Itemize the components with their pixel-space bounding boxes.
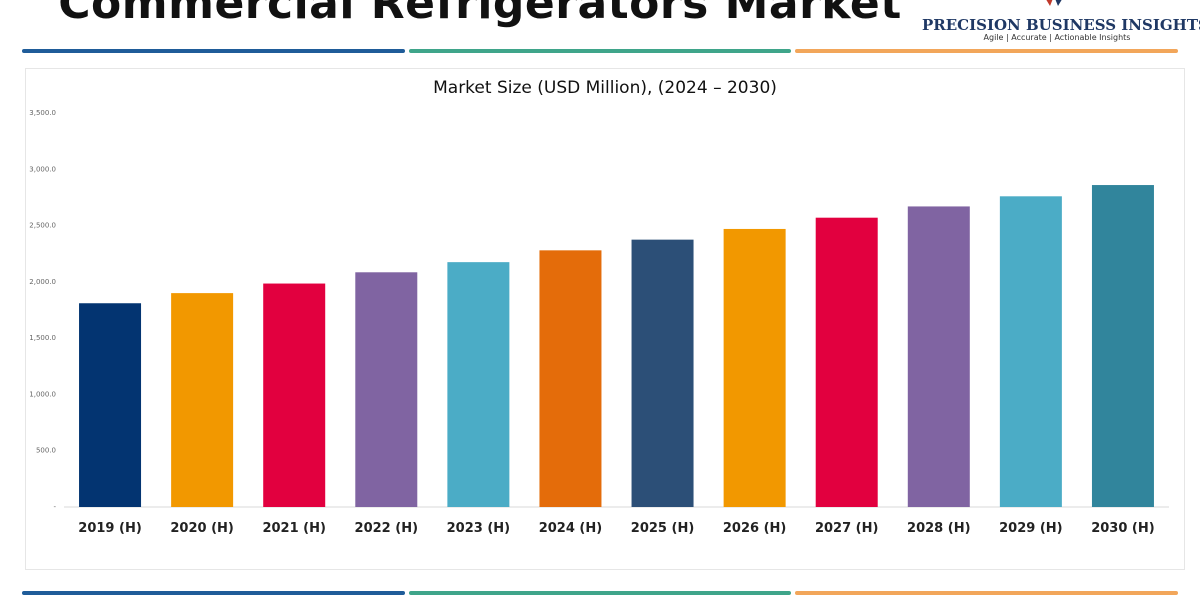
bar-2025 [631, 239, 694, 507]
logo-name: PRECISION BUSINESS INSIGHTS [922, 16, 1200, 34]
company-logo: PRECISION BUSINESS INSIGHTS Agile | Accu… [922, 0, 1200, 48]
x-tick-label: 2026 (H) [723, 521, 786, 536]
bottom-divider-stripe [20, 591, 1180, 595]
bar-2027 [815, 217, 878, 508]
bar-2030 [1091, 185, 1154, 507]
bar-2029 [999, 196, 1062, 507]
page-title: Commercial Refrigerators Market [58, 0, 902, 29]
bar-2021 [263, 283, 326, 507]
y-tick-label: 3,500.0 [29, 109, 56, 117]
x-tick-label: 2025 (H) [631, 521, 694, 536]
stripe-segment-blue [22, 49, 405, 53]
top-divider-stripe [20, 49, 1180, 53]
logo-tagline: Agile | Accurate | Actionable Insights [983, 33, 1131, 42]
bar-chart: - 500.0 1,000.0 1,500.0 2,000.0 2,500.0 3,000.… [29, 109, 1169, 536]
stripe-segment-blue [22, 591, 405, 595]
bar-2019 [79, 303, 142, 507]
stripe-segment-orange [795, 49, 1179, 53]
logo-emblem-icon [1046, 0, 1062, 6]
stripe-segment-green [408, 49, 792, 53]
y-tick-label: 1,000.0 [29, 390, 56, 398]
y-tick-label: 1,500.0 [29, 334, 56, 342]
bar-2023 [447, 262, 510, 507]
x-tick-label: 2023 (H) [447, 521, 510, 536]
x-tick-label: 2024 (H) [539, 521, 602, 536]
x-tick-label: 2029 (H) [999, 521, 1062, 536]
x-tick-label: 2021 (H) [262, 521, 325, 536]
stripe-segment-orange [795, 591, 1179, 595]
chart-panel: Market Size (USD Million), (2024 – 2030)… [25, 68, 1185, 570]
y-tick-label: 2,000.0 [29, 278, 56, 286]
x-tick-label: 2019 (H) [78, 521, 141, 536]
y-tick-label: 500.0 [36, 447, 56, 455]
bar-2026 [723, 228, 786, 507]
x-tick-label: 2022 (H) [355, 521, 418, 536]
chart-title: Market Size (USD Million), (2024 – 2030) [433, 78, 777, 98]
stripe-segment-green [408, 591, 792, 595]
bar-2022 [355, 272, 418, 507]
x-tick-label: 2020 (H) [170, 521, 233, 536]
bar-2028 [907, 206, 970, 508]
y-tick-label: 3,000.0 [29, 165, 56, 173]
y-tick-label: 2,500.0 [29, 222, 56, 230]
bar-2024 [539, 250, 602, 507]
bar-2020 [171, 293, 234, 507]
x-tick-label: 2027 (H) [815, 521, 878, 536]
y-tick-label: - [53, 503, 56, 511]
x-tick-label: 2030 (H) [1091, 521, 1154, 536]
x-tick-label: 2028 (H) [907, 521, 970, 536]
